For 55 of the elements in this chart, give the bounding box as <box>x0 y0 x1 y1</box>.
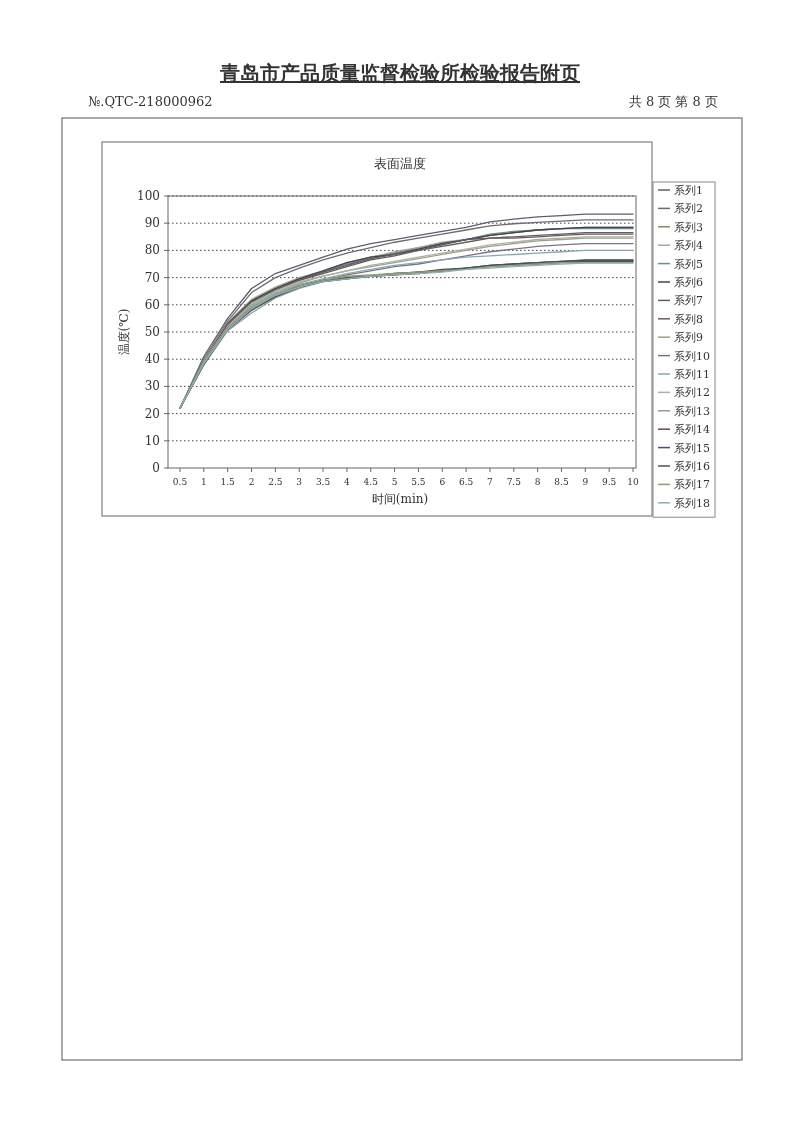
legend-label: 系列8 <box>674 312 703 326</box>
text: 共 8 页 第 8 页 <box>628 94 718 109</box>
y-tick-label: 20 <box>144 406 160 421</box>
legend-label: 系列1 <box>674 184 703 197</box>
x-tick-label: 4 <box>344 477 351 487</box>
legend-label: 系列15 <box>674 441 710 455</box>
x-tick-label: 7 <box>487 477 494 487</box>
legend-label: 系列4 <box>674 239 703 253</box>
y-tick-label: 40 <box>144 352 160 367</box>
x-tick-label: 0.5 <box>172 477 188 487</box>
legend-label: 系列16 <box>674 460 710 473</box>
x-tick-label: 4.5 <box>363 477 379 487</box>
x-axis-title: 时间(min) <box>371 492 429 506</box>
legend-label: 系列12 <box>674 386 710 400</box>
text: №.QTC-218000962 <box>88 94 213 109</box>
y-tick-label: 70 <box>144 270 160 285</box>
legend-label: 系列18 <box>674 496 710 510</box>
x-tick-label: 2.5 <box>268 477 283 487</box>
legend-label: 系列9 <box>674 331 703 345</box>
x-tick-label: 3 <box>296 477 303 487</box>
x-tick-label: 5 <box>391 477 398 487</box>
legend-label: 系列10 <box>674 349 710 363</box>
y-tick-label: 90 <box>144 216 160 231</box>
x-tick-label: 6.5 <box>458 477 474 487</box>
legend-label: 系列6 <box>674 276 703 289</box>
y-tick-label: 50 <box>144 325 160 339</box>
x-tick-label: 7.5 <box>506 477 522 487</box>
x-tick-label: 5.5 <box>411 477 426 487</box>
x-tick-label: 8 <box>534 477 541 487</box>
x-tick-label: 1.5 <box>220 477 236 487</box>
x-tick-label: 6 <box>439 477 446 487</box>
x-tick-label: 9 <box>582 477 589 487</box>
y-tick-label: 0 <box>152 461 160 475</box>
x-tick-label: 10 <box>627 477 639 487</box>
legend-label: 系列13 <box>674 404 710 418</box>
legend-label: 系列14 <box>674 423 710 437</box>
legend-label: 系列3 <box>674 220 703 234</box>
legend-label: 系列5 <box>674 257 703 271</box>
legend-label: 系列2 <box>674 202 703 216</box>
x-tick-label: 8.5 <box>554 477 569 487</box>
y-tick-label: 80 <box>144 243 160 258</box>
x-tick-label: 9.5 <box>601 477 617 487</box>
chart-title: 表面温度 <box>374 156 426 171</box>
x-tick-label: 1 <box>200 477 207 487</box>
legend-label: 系列17 <box>674 478 710 492</box>
legend-label: 系列11 <box>674 368 710 381</box>
x-tick-label: 2 <box>248 477 255 487</box>
legend-label: 系列7 <box>674 294 703 308</box>
y-tick-label: 10 <box>144 433 160 448</box>
text: 青岛市产品质量监督检验所检验报告附页 <box>219 61 580 85</box>
y-tick-label: 100 <box>137 189 160 203</box>
x-tick-label: 3.5 <box>315 477 331 487</box>
y-tick-label: 30 <box>144 379 160 394</box>
y-axis-title: 温度(℃) <box>117 308 131 356</box>
y-tick-label: 60 <box>144 297 160 312</box>
